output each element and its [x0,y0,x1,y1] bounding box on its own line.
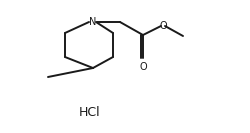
Text: N: N [89,17,97,27]
Text: HCl: HCl [79,105,101,119]
Text: O: O [159,21,167,31]
Text: O: O [139,62,147,72]
